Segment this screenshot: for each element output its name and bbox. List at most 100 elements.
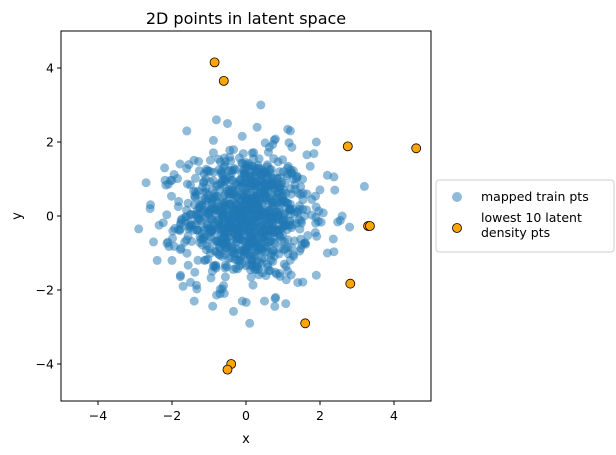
train-point [215,157,225,167]
train-points-series [134,100,369,328]
train-point [328,234,338,244]
train-point [182,179,192,189]
train-point [223,119,232,128]
y-tick-label: −4 [36,357,54,372]
train-point [311,202,321,212]
train-point [229,306,238,316]
outlier-point [342,141,353,152]
train-point [231,234,241,243]
train-point [281,299,291,309]
train-point [359,181,369,191]
train-point [261,247,270,257]
train-point [182,126,192,136]
train-point [217,177,227,187]
train-point [154,220,164,230]
train-point [205,155,215,165]
train-point [263,180,273,190]
train-point [281,244,291,254]
train-point [313,216,323,226]
legend-label-outliers: lowest 10 latent density pts [481,210,586,240]
train-point [202,166,212,176]
train-point [189,296,199,306]
outlier-points-series [209,57,422,375]
train-point [247,148,257,158]
train-point [246,265,256,275]
train-point [194,166,204,176]
train-point [302,150,312,160]
train-point [236,190,246,200]
y-axis-label: y [10,212,25,220]
x-axis: −4 −2 0 2 4 [89,401,398,423]
train-point [212,192,222,201]
legend-box [435,179,615,253]
train-point [224,189,234,199]
train-point [322,248,332,258]
train-point [271,292,281,302]
train-point [299,211,309,221]
train-point [199,225,209,235]
train-point [252,122,262,132]
train-point [145,204,155,214]
x-tick-label: 4 [390,408,398,423]
train-point [219,211,229,221]
train-point [187,236,197,246]
train-point [220,263,230,273]
train-point [245,240,255,250]
train-point [190,173,200,183]
train-point [218,199,227,209]
train-point [253,181,263,191]
train-point [186,209,196,219]
train-point [208,135,218,145]
y-axis: −4 −2 0 2 4 [36,61,61,372]
train-point [286,270,296,280]
train-point [211,261,221,271]
train-point [217,252,227,261]
train-point [192,280,201,290]
train-point [281,262,291,272]
legend-label-train: mapped train pts [481,189,589,204]
x-tick-label: 0 [242,408,250,423]
train-point [285,126,295,136]
train-point [262,231,272,241]
train-point [175,272,185,282]
train-point [322,170,332,180]
train-point [164,242,174,251]
train-point [254,203,264,213]
x-tick-label: −2 [163,408,181,423]
outlier-point [218,76,229,86]
train-point [190,191,200,201]
outlier-point [300,318,311,329]
y-tick-label: 4 [46,61,54,76]
train-point [201,174,211,184]
train-point [190,267,200,277]
train-point [206,273,216,283]
train-point [270,267,280,277]
train-point [231,263,241,273]
train-point [206,215,216,225]
train-point [283,161,293,171]
train-point [211,115,221,125]
train-point [183,260,193,270]
train-point [240,250,249,260]
train-point [246,178,256,188]
train-point [246,272,256,282]
train-point [309,149,319,159]
train-point [237,296,247,306]
train-point [248,255,258,265]
train-point [201,255,211,265]
train-point [236,215,246,224]
train-point [180,237,190,247]
train-point [182,248,192,258]
train-point [312,231,322,241]
train-point [220,272,230,282]
train-point [226,166,236,176]
train-point [235,175,245,185]
train-point [162,210,172,220]
train-point [226,156,236,166]
legend-marker-outliers [452,223,462,233]
train-point [234,256,244,265]
outlier-point [209,57,220,68]
train-point [260,296,269,306]
train-point [149,237,158,247]
